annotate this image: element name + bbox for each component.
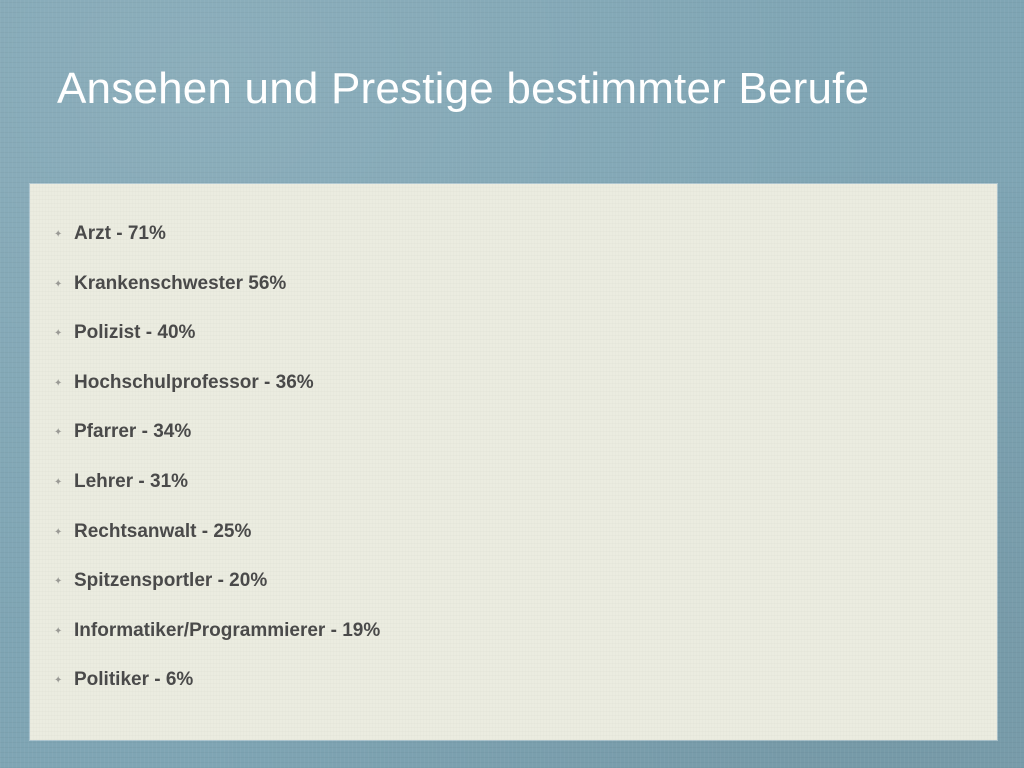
diamond-bullet-icon: ✦ [54, 476, 63, 488]
list-item: ✦ Lehrer - 31% [54, 471, 380, 521]
list-item-label: Politiker - 6% [74, 669, 194, 691]
diamond-bullet-icon: ✦ [54, 576, 63, 588]
content-panel: ✦ Arzt - 71% ✦ Krankenschwester 56% ✦ Po… [30, 184, 997, 740]
bullet-list: ✦ Arzt - 71% ✦ Krankenschwester 56% ✦ Po… [54, 223, 380, 719]
list-item: ✦ Politiker - 6% [54, 669, 380, 719]
list-item: ✦ Rechtsanwalt - 25% [54, 521, 380, 571]
list-item: ✦ Informatiker/Programmierer - 19% [54, 620, 380, 670]
list-item: ✦ Arzt - 71% [54, 223, 380, 273]
list-item: ✦ Spitzensportler - 20% [54, 570, 380, 620]
list-item-label: Arzt - 71% [74, 223, 166, 244]
list-item-label: Informatiker/Programmierer - 19% [74, 619, 381, 641]
list-item: ✦ Krankenschwester 56% [54, 273, 380, 323]
list-item-label: Rechtsanwalt - 25% [74, 520, 252, 542]
diamond-bullet-icon: ✦ [54, 526, 63, 538]
diamond-bullet-icon: ✦ [54, 427, 63, 439]
list-item-label: Polizist - 40% [74, 322, 196, 344]
diamond-bullet-icon: ✦ [54, 625, 63, 637]
list-item-label: Pfarrer - 34% [74, 421, 192, 443]
diamond-bullet-icon: ✦ [54, 278, 63, 290]
list-item-label: Spitzensportler - 20% [74, 570, 268, 592]
diamond-bullet-icon: ✦ [54, 328, 63, 340]
list-item: ✦ Polizist - 40% [54, 322, 380, 372]
list-item-label: Krankenschwester 56% [74, 272, 287, 294]
diamond-bullet-icon: ✦ [54, 675, 63, 687]
diamond-bullet-icon: ✦ [54, 229, 63, 240]
list-item: ✦ Pfarrer - 34% [54, 421, 380, 471]
list-item: ✦ Hochschulprofessor - 36% [54, 372, 380, 422]
slide-title: Ansehen und Prestige bestimmter Berufe [57, 64, 870, 113]
list-item-label: Hochschulprofessor - 36% [74, 371, 314, 393]
list-item-label: Lehrer - 31% [74, 470, 189, 492]
diamond-bullet-icon: ✦ [54, 377, 63, 389]
